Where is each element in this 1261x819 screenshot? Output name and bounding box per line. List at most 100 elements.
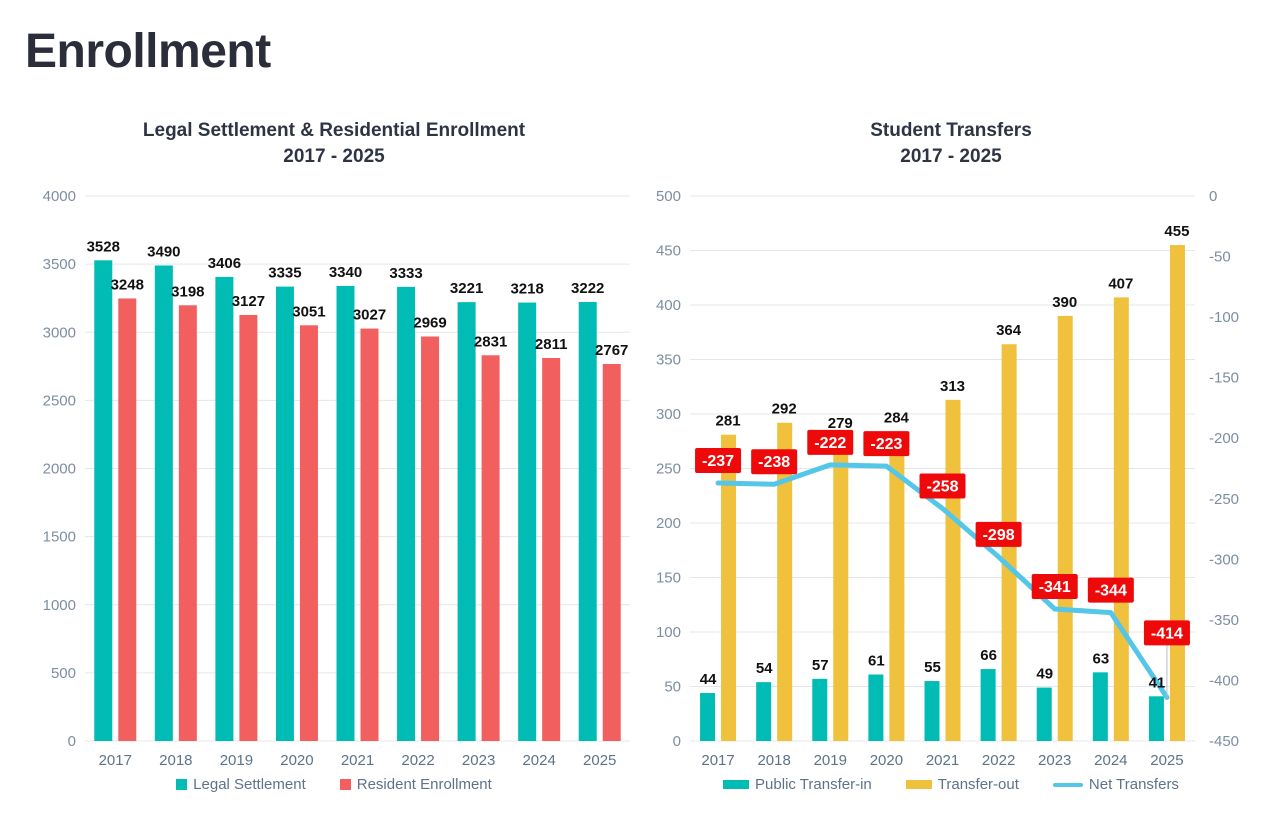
bar-legal-settlement-2024 [518, 302, 537, 741]
bar-public-transfer-in-2024 [1092, 672, 1108, 741]
enrollment-chart-title: Legal Settlement & Residential Enrollmen… [142, 120, 526, 141]
x-axis-label: 2023 [1038, 752, 1071, 769]
bar-value-label: 54 [756, 660, 773, 677]
y-axis-tick-label: 50 [664, 679, 681, 696]
bar-value-label: 2811 [535, 336, 568, 353]
x-axis-label: 2017 [99, 752, 132, 769]
bar-resident-enrollment-2022 [421, 336, 440, 741]
student-transfers-chart: Student Transfers 2017 - 2025 0 50 100 150 2… [645, 108, 1257, 793]
y-axis-tick-label: 3000 [43, 324, 76, 341]
enrollment-chart: Legal Settlement & Residential Enrollmen… [28, 108, 640, 793]
y-axis-tick-label: 1500 [43, 529, 76, 546]
y-axis-tick-label: 150 [656, 570, 681, 587]
net-transfers-data-label: -341 [1039, 579, 1071, 596]
bar-value-label: 390 [1052, 294, 1077, 311]
y-axis-tick-label: 4000 [43, 188, 76, 205]
y2-axis-tick-label: -250 [1209, 491, 1239, 508]
bar-value-label: 3218 [510, 281, 543, 298]
legend-swatch [723, 780, 750, 789]
y-axis-tick-label: 500 [51, 665, 76, 682]
y-axis-tick-label: 200 [656, 515, 681, 532]
bar-value-label: 284 [884, 409, 910, 426]
x-axis-label: 2017 [701, 752, 734, 769]
bar-public-transfer-in-2019 [812, 678, 828, 741]
legend-swatch [905, 780, 932, 789]
x-axis-label: 2020 [280, 752, 313, 769]
bar-value-label: 3406 [208, 255, 241, 272]
student-transfers-legend: Public Transfer-in Transfer-out Net Transf… [645, 776, 1257, 793]
x-axis-label: 2022 [401, 752, 434, 769]
net-transfers-data-label: -344 [1095, 583, 1127, 600]
bar-transfer-out-2021 [945, 399, 961, 741]
bar-transfer-out-2025 [1169, 245, 1185, 742]
bar-legal-settlement-2017 [94, 260, 113, 741]
bar-public-transfer-in-2022 [980, 669, 996, 741]
bar-value-label: 2969 [413, 314, 446, 331]
legend-swatch [339, 779, 351, 790]
bar-value-label: 279 [828, 415, 853, 432]
y2-axis-tick-label: -450 [1209, 733, 1239, 750]
legend-swatch [1052, 782, 1083, 787]
net-transfers-data-label-box [919, 473, 966, 499]
bar-value-label: 55 [924, 659, 941, 676]
bar-resident-enrollment-2019 [239, 314, 258, 741]
net-transfers-data-label-box [975, 521, 1022, 547]
bar-transfer-out-2017 [721, 434, 737, 741]
bar-value-label: 3528 [87, 238, 120, 255]
bar-value-label: 2767 [595, 342, 628, 359]
y2-axis-tick-label: -300 [1209, 551, 1239, 568]
bar-public-transfer-in-2020 [868, 674, 884, 741]
x-axis-label: 2019 [220, 752, 253, 769]
bar-value-label: 3335 [268, 265, 301, 282]
bar-transfer-out-2018 [777, 422, 793, 741]
student-transfers-subtitle: 2017 - 2025 [900, 146, 1002, 167]
y-axis-tick-label: 450 [656, 243, 681, 260]
bar-public-transfer-in-2021 [924, 681, 940, 741]
y-axis-tick-label: 350 [656, 352, 681, 369]
net-transfers-data-label: -222 [814, 435, 846, 452]
bar-legal-settlement-2023 [457, 302, 476, 741]
bar-value-label: 3333 [389, 265, 422, 282]
enrollment-chart-legend: Legal Settlement Resident Enrollment [28, 776, 640, 793]
net-transfers-data-label-box [695, 448, 742, 474]
bar-resident-enrollment-2024 [542, 358, 561, 741]
x-axis-label: 2025 [583, 752, 616, 769]
net-transfers-data-label: -223 [870, 436, 902, 453]
y-axis-tick-label: 0 [68, 733, 76, 750]
y-axis-tick-label: 250 [656, 461, 681, 478]
x-axis-label: 2025 [1150, 752, 1183, 769]
enrollment-chart-plot: 0 500 1000 1500 2000 2500 3000 3500 4000 3528 3248… [43, 188, 630, 769]
enrollment-chart-subtitle: 2017 - 2025 [283, 146, 385, 167]
legend-item-public-transfer-in: Public Transfer-in [723, 776, 872, 793]
y-axis-tick-label: 0 [673, 733, 681, 750]
bar-transfer-out-2023 [1057, 315, 1073, 741]
bar-value-label: 41 [1149, 674, 1166, 691]
bar-value-label: 66 [980, 647, 997, 664]
net-transfers-data-label: -414 [1151, 625, 1183, 642]
net-transfers-data-label-box [863, 431, 910, 457]
y-axis-tick-label: 500 [656, 188, 681, 205]
x-axis-label: 2021 [341, 752, 374, 769]
legend-label: Net Transfers [1088, 776, 1179, 793]
bar-resident-enrollment-2023 [481, 355, 500, 741]
enrollment-chart-title-block: Legal Settlement & Residential Enrollmen… [28, 118, 640, 170]
student-transfers-plot: 0 50 100 150 200 250 300 350 400 450 500 0 -50 -100 -1… [656, 188, 1239, 769]
y-axis-tick-label: 1000 [43, 597, 76, 614]
bar-value-label: 49 [1036, 666, 1053, 683]
bar-value-label: 455 [1164, 223, 1189, 240]
bar-resident-enrollment-2020 [299, 325, 318, 741]
legend-item-net-transfers: Net Transfers [1052, 776, 1179, 793]
y2-axis-tick-label: -200 [1209, 430, 1239, 447]
bar-public-transfer-in-2017 [700, 693, 716, 741]
bar-legal-settlement-2019 [215, 276, 234, 741]
bar-legal-settlement-2025 [578, 302, 597, 741]
legend-item-resident-enrollment: Resident Enrollment [339, 776, 492, 793]
legend-label: Resident Enrollment [356, 776, 492, 793]
legend-label: Legal Settlement [193, 776, 306, 793]
bar-public-transfer-in-2023 [1036, 687, 1052, 741]
bar-value-label: 3221 [450, 280, 483, 297]
y2-axis-tick-label: -50 [1209, 249, 1231, 266]
legend-label: Public Transfer-in [755, 776, 872, 793]
x-axis-label: 2018 [159, 752, 192, 769]
bar-legal-settlement-2022 [397, 286, 416, 741]
